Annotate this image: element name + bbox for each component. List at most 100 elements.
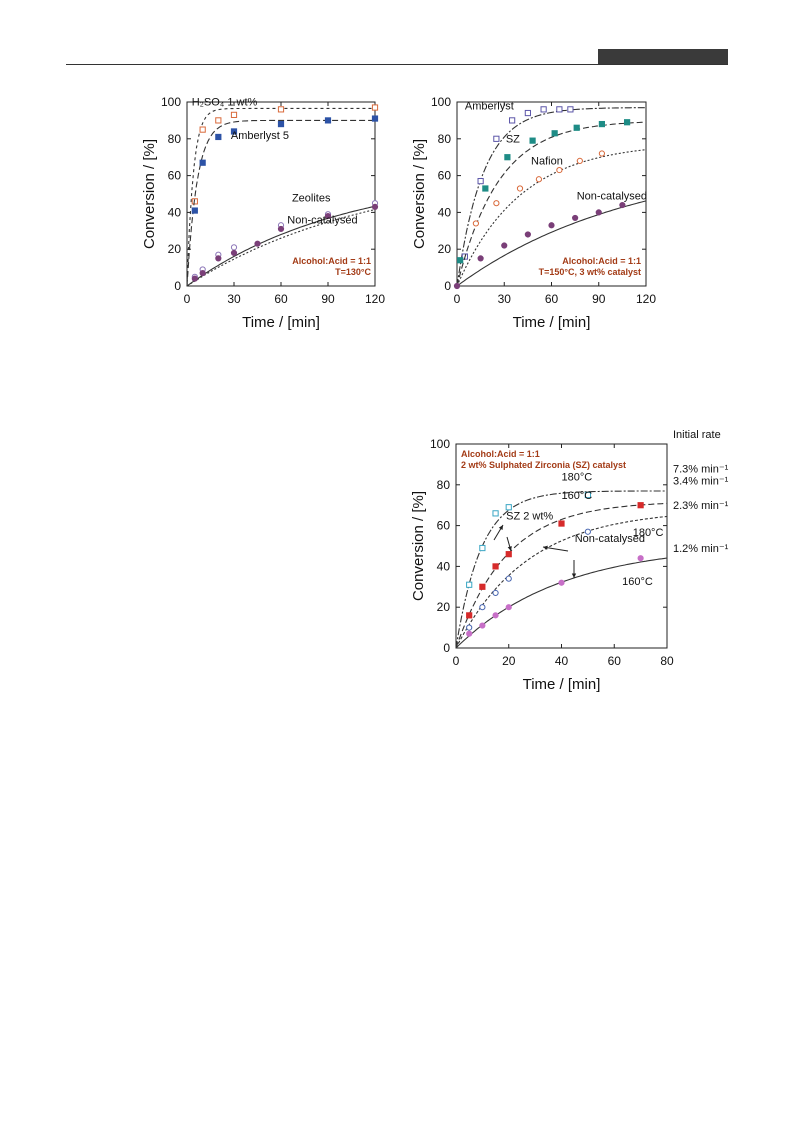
data-point (492, 612, 499, 619)
data-point (199, 270, 206, 277)
annotation: Amberlyst (465, 100, 514, 112)
fit-curve-2 (186, 208, 376, 287)
data-point (504, 154, 511, 161)
data-point (277, 120, 285, 128)
y-tick-label: 60 (168, 169, 182, 183)
fit-curve-3 (455, 557, 668, 649)
data-point (215, 133, 222, 141)
y-tick-label: 60 (438, 169, 452, 183)
conditions-text: Alcohol:Acid = 1:1 (461, 449, 540, 459)
data-point (529, 137, 536, 144)
data-point (548, 222, 555, 229)
x-tick-label: 30 (227, 292, 241, 306)
x-tick-label: 30 (498, 292, 512, 306)
data-point (598, 150, 606, 157)
data-point (637, 502, 644, 509)
data-point (482, 185, 489, 192)
data-point (492, 510, 499, 517)
chart-0: 0 30 60 90 120 0 20 40 60 80 100 Time / [min] Conver… (141, 95, 385, 331)
data-point (230, 128, 238, 135)
x-tick-label: 60 (608, 654, 622, 668)
data-point (573, 124, 580, 131)
header-rule (66, 64, 728, 65)
data-point (584, 491, 591, 499)
initial-rate-label: Initial rate (673, 429, 721, 441)
data-point (477, 178, 484, 185)
annotation-arrowhead (498, 525, 503, 530)
chart-2: 0 20 40 60 80 0 20 40 60 80 100 Time / [min] Convers… (410, 429, 729, 693)
data-point (556, 166, 563, 174)
y-tick-label: 100 (430, 437, 450, 451)
data-point (619, 201, 626, 209)
data-point (230, 249, 238, 256)
data-point (556, 106, 563, 113)
initial-rate-label: 2.3% min⁻¹ (673, 500, 729, 512)
data-point (505, 551, 512, 558)
x-tick-label: 120 (636, 292, 656, 306)
data-point (371, 203, 379, 210)
annotation: 160°C (562, 490, 593, 502)
data-point (466, 581, 473, 588)
fit-curve-3 (186, 205, 376, 287)
data-point (277, 106, 285, 113)
conditions-text: T=130°C (335, 267, 371, 277)
data-point (457, 257, 464, 264)
data-point (637, 555, 644, 562)
y-tick-label: 0 (174, 279, 181, 293)
data-point (505, 504, 512, 511)
initial-rate-label: 1.2% min⁻¹ (673, 543, 729, 555)
initial-rate-label: 3.4% min⁻¹ (673, 476, 729, 488)
fit-curve-2 (455, 515, 668, 649)
x-axis-label: Time / [min] (513, 314, 591, 331)
annotation: Non-catalysed (575, 533, 645, 545)
fit-curve-1 (455, 502, 668, 649)
data-point (466, 612, 473, 619)
y-axis-label: Conversion / [%] (411, 139, 428, 249)
y-tick-label: 80 (438, 132, 452, 146)
initial-rate-label: 7.3% min⁻¹ (673, 463, 729, 475)
data-point (230, 111, 238, 118)
x-tick-label: 90 (592, 292, 606, 306)
data-point (230, 244, 238, 251)
fit-curve-0 (456, 107, 646, 287)
x-axis-label: Time / [min] (523, 676, 601, 693)
data-point (535, 176, 543, 183)
annotation: SZ (506, 133, 520, 145)
data-point (466, 624, 473, 631)
annotation: Non-catalysed (287, 214, 357, 226)
data-point (324, 117, 332, 124)
data-point (477, 255, 484, 262)
fit-curve-1 (186, 119, 375, 287)
data-point (551, 130, 558, 137)
data-point (191, 207, 198, 214)
data-point (371, 115, 379, 122)
data-point (479, 544, 486, 552)
data-point (472, 220, 479, 227)
data-point (492, 563, 499, 570)
data-point (516, 185, 524, 192)
annotation-arrowhead (543, 545, 548, 550)
data-point (505, 575, 512, 582)
x-tick-label: 90 (321, 292, 335, 306)
x-axis-label: Time / [min] (242, 314, 320, 331)
data-point (492, 589, 499, 597)
data-point (215, 117, 222, 124)
annotation: SZ 2 wt% (506, 510, 553, 522)
y-tick-label: 100 (161, 95, 181, 109)
data-point (540, 106, 547, 113)
data-point (324, 212, 332, 220)
conditions-text: Alcohol:Acid = 1:1 (562, 256, 641, 266)
y-tick-label: 20 (437, 600, 451, 614)
y-tick-label: 40 (438, 205, 452, 219)
annotation: Amberlyst 5 (231, 130, 289, 142)
y-tick-label: 80 (168, 132, 182, 146)
conditions-text: Alcohol:Acid = 1:1 (292, 256, 371, 266)
x-tick-label: 80 (660, 654, 674, 668)
data-point (558, 579, 565, 586)
data-point (493, 135, 500, 142)
annotation: Nafion (531, 156, 563, 168)
data-point (624, 119, 631, 126)
data-point (595, 209, 602, 216)
data-point (567, 106, 574, 113)
annotation: 180°C (562, 472, 593, 484)
